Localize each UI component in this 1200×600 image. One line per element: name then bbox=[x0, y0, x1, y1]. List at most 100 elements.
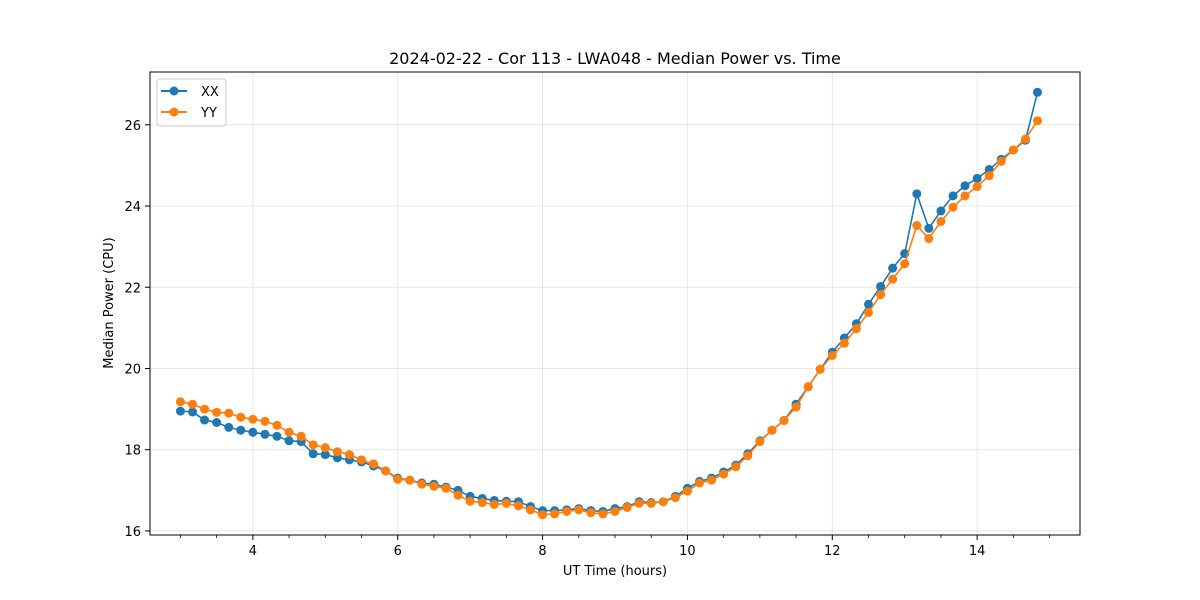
data-point-yy bbox=[900, 259, 910, 269]
y-tick-label: 26 bbox=[124, 119, 141, 134]
data-point-yy bbox=[815, 364, 825, 374]
data-point-yy bbox=[658, 497, 668, 507]
data-point-yy bbox=[731, 462, 741, 472]
data-point-yy bbox=[1020, 134, 1030, 144]
legend-marker-xx bbox=[169, 86, 179, 96]
data-point-yy bbox=[284, 427, 294, 437]
data-point-yy bbox=[538, 510, 548, 520]
data-point-yy bbox=[550, 509, 560, 519]
data-point-yy bbox=[332, 447, 342, 457]
data-point-yy bbox=[803, 382, 813, 392]
data-point-xx bbox=[948, 191, 958, 201]
y-tick-label: 22 bbox=[124, 281, 141, 296]
data-point-xx bbox=[200, 415, 210, 425]
data-point-yy bbox=[682, 486, 692, 496]
data-point-xx bbox=[320, 450, 330, 460]
data-point-xx bbox=[960, 181, 970, 191]
y-tick-label: 24 bbox=[124, 200, 141, 215]
data-point-yy bbox=[236, 412, 246, 422]
y-axis-label: Median Power (CPU) bbox=[102, 237, 117, 368]
data-point-yy bbox=[876, 290, 886, 300]
data-point-xx bbox=[1032, 87, 1042, 97]
data-point-yy bbox=[200, 404, 210, 414]
data-point-yy bbox=[574, 505, 584, 515]
data-point-xx bbox=[936, 206, 946, 216]
x-tick-label: 6 bbox=[394, 544, 402, 559]
data-point-xx bbox=[308, 449, 318, 459]
data-point-xx bbox=[888, 263, 898, 273]
data-point-yy bbox=[646, 498, 656, 508]
grid-lines bbox=[150, 72, 1080, 535]
data-point-yy bbox=[224, 408, 234, 418]
data-point-yy bbox=[1032, 116, 1042, 126]
data-point-yy bbox=[755, 437, 765, 447]
data-point-yy bbox=[791, 402, 801, 412]
data-point-yy bbox=[356, 455, 366, 465]
legend-label-xx: XX bbox=[201, 85, 219, 100]
x-tick-label: 10 bbox=[679, 544, 696, 559]
legend-label-yy: YY bbox=[200, 106, 217, 121]
legend-marker-yy bbox=[169, 107, 179, 117]
data-point-yy bbox=[851, 324, 861, 334]
data-point-yy bbox=[707, 475, 717, 485]
x-tick-label: 14 bbox=[969, 544, 986, 559]
data-point-yy bbox=[743, 451, 753, 461]
data-point-yy bbox=[670, 493, 680, 503]
data-point-yy bbox=[477, 498, 487, 508]
data-point-yy bbox=[972, 182, 982, 192]
y-tick-label: 18 bbox=[124, 444, 141, 459]
data-point-yy bbox=[864, 307, 874, 317]
data-point-xx bbox=[284, 436, 294, 446]
data-point-yy bbox=[429, 481, 439, 491]
legend: XX YY bbox=[156, 78, 227, 127]
chart-title: 2024-02-22 - Cor 113 - LWA048 - Median P… bbox=[389, 49, 841, 68]
data-point-yy bbox=[248, 414, 258, 424]
data-point-yy bbox=[827, 350, 837, 360]
data-point-xx bbox=[272, 431, 282, 441]
data-point-yy bbox=[272, 420, 282, 430]
data-point-xx bbox=[212, 417, 222, 427]
data-point-xx bbox=[864, 299, 874, 309]
data-point-yy bbox=[212, 407, 222, 417]
series-yy bbox=[175, 116, 1042, 520]
y-tick-label: 16 bbox=[124, 525, 141, 540]
data-point-yy bbox=[393, 474, 403, 484]
axis-ticks: 4 6 8 10 12 14 16 18 20 22 24 26 bbox=[124, 119, 1050, 559]
data-point-yy bbox=[296, 431, 306, 441]
data-point-yy bbox=[188, 399, 198, 409]
data-point-xx bbox=[188, 407, 198, 417]
data-point-xx bbox=[236, 425, 246, 435]
data-point-yy bbox=[888, 274, 898, 284]
data-point-yy bbox=[610, 506, 620, 516]
data-point-xx bbox=[912, 189, 922, 199]
data-point-yy bbox=[260, 416, 270, 426]
series-layer bbox=[175, 87, 1042, 520]
data-point-yy bbox=[369, 459, 379, 469]
data-point-yy bbox=[598, 509, 608, 519]
data-point-yy bbox=[695, 478, 705, 488]
x-tick-label: 4 bbox=[249, 544, 257, 559]
data-point-yy bbox=[344, 450, 354, 460]
data-point-yy bbox=[984, 171, 994, 181]
data-point-xx bbox=[260, 429, 270, 439]
data-point-xx bbox=[924, 223, 934, 233]
data-point-yy bbox=[839, 338, 849, 348]
y-tick-label: 20 bbox=[124, 362, 141, 377]
data-point-xx bbox=[175, 406, 185, 416]
data-point-yy bbox=[996, 156, 1006, 166]
data-point-yy bbox=[779, 415, 789, 425]
data-point-yy bbox=[586, 508, 596, 518]
data-point-yy bbox=[417, 479, 427, 489]
data-point-yy bbox=[513, 501, 523, 511]
data-point-yy bbox=[622, 502, 632, 512]
data-point-yy bbox=[960, 191, 970, 201]
data-point-xx bbox=[248, 427, 258, 437]
data-point-yy bbox=[634, 498, 644, 508]
data-point-xx bbox=[876, 281, 886, 291]
data-point-yy bbox=[489, 500, 499, 510]
data-point-xx bbox=[224, 422, 234, 432]
data-point-yy bbox=[924, 234, 934, 244]
x-axis-label: UT Time (hours) bbox=[563, 564, 667, 579]
data-point-yy bbox=[948, 202, 958, 212]
